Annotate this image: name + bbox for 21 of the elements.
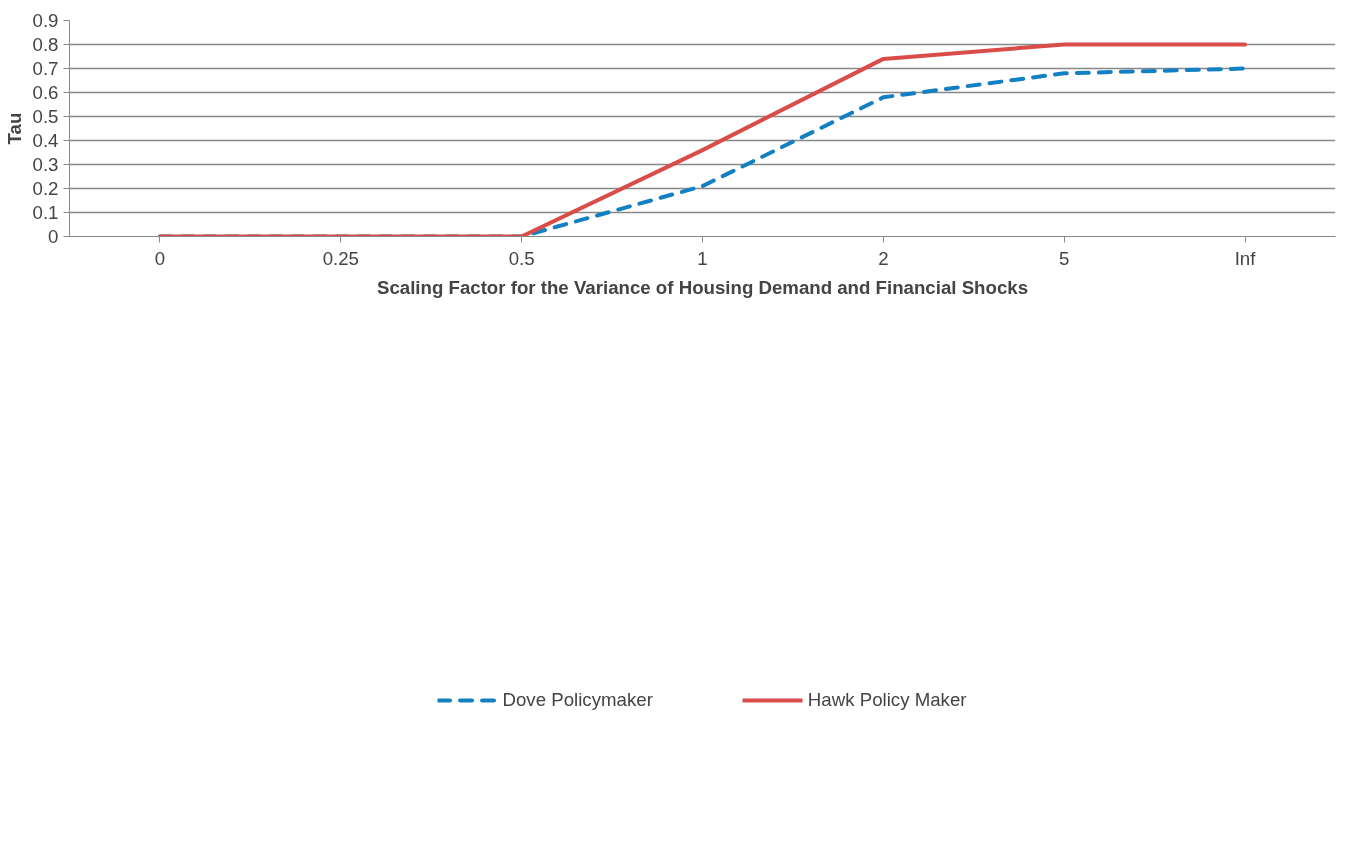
y-axis-title: Tau [3, 112, 25, 145]
y-tick-label: 0.3 [32, 154, 59, 175]
y-tick-label: 0.5 [32, 106, 59, 127]
x-tick-label: 0.25 [322, 247, 359, 269]
legend-label: Dove Policymaker [502, 688, 653, 711]
x-tick-label: 0 [154, 247, 166, 269]
legend-label: Hawk Policy Maker [807, 688, 967, 711]
y-tick-label: 0.4 [32, 130, 59, 151]
x-tick-label: 5 [1059, 247, 1070, 269]
x-tick-label: Inf [1234, 247, 1257, 269]
x-tick-label: 0.5 [508, 247, 535, 269]
y-tick-label: 0.2 [32, 178, 59, 199]
y-tick-label: 0.1 [32, 202, 59, 223]
x-tick-label: 1 [697, 247, 708, 269]
y-tick-label: 0.8 [32, 34, 59, 55]
x-tick-label: 2 [878, 247, 889, 269]
y-tick-label: 0.9 [32, 10, 59, 31]
y-tick-label: 0.6 [32, 82, 59, 103]
y-tick-label: 0 [48, 226, 59, 247]
x-axis-title: Scaling Factor for the Variance of Housing Demand and Financial Shocks [376, 276, 1029, 298]
y-tick-label: 0.7 [32, 58, 59, 79]
